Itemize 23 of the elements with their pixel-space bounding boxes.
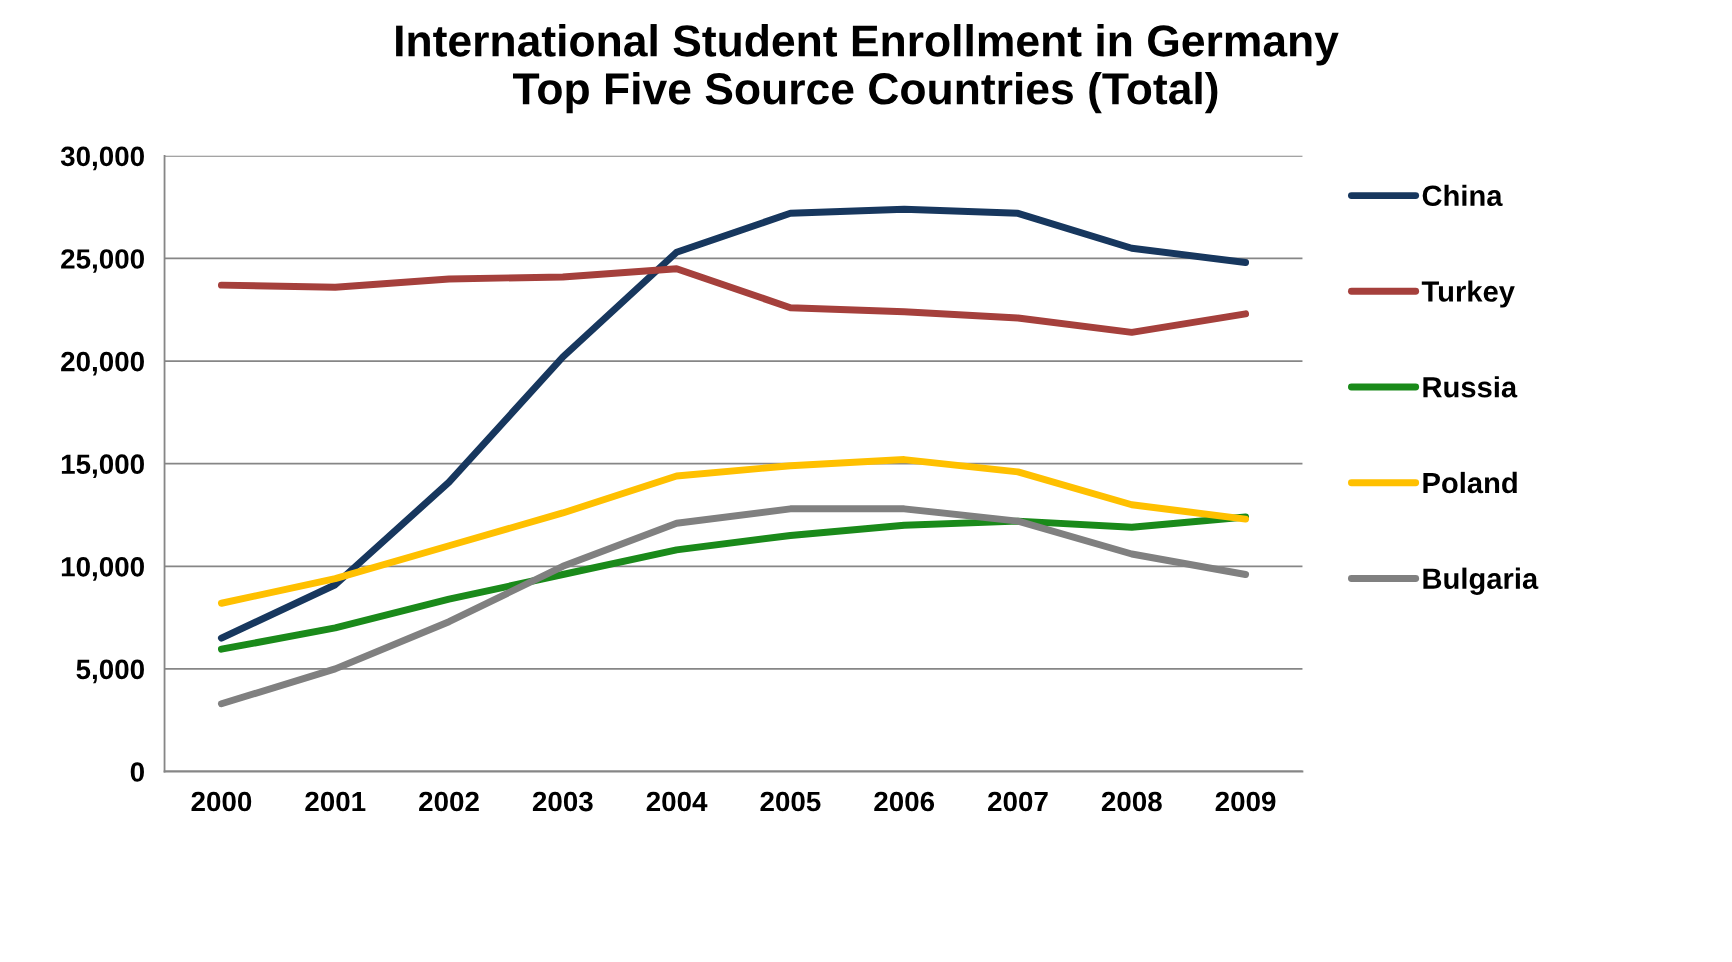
legend-label: Russia [1423, 376, 1518, 398]
y-tick-label: 25,000 [61, 249, 144, 273]
x-tick-label: 2005 [760, 791, 821, 812]
x-tick-label: 2001 [305, 791, 366, 812]
y-tick-label: 15,000 [61, 454, 144, 479]
y-tick-label: 30,000 [60, 146, 144, 171]
chart-title: International Student Enrollment in Germany Top Five Source Countries (Total) [396, 24, 1339, 114]
x-tick-label: 2007 [988, 791, 1048, 812]
y-tick-label: 0 [130, 762, 144, 782]
x-tick-label: 2003 [532, 791, 593, 812]
x-tick-label: 2008 [1101, 791, 1162, 812]
legend-label: China [1422, 184, 1503, 207]
legend-label: Poland [1423, 471, 1517, 494]
y-tick-label: 20,000 [61, 351, 144, 376]
y-tick-label: 5,000 [76, 659, 144, 684]
x-tick-label: 2002 [419, 791, 479, 812]
legend-label: Bulgaria [1423, 567, 1539, 595]
x-tick-label: 2006 [874, 791, 935, 812]
x-tick-label: 2004 [646, 791, 708, 812]
legend-label: Turkey [1421, 280, 1515, 308]
x-tick-label: 2000 [191, 791, 252, 812]
x-tick-label: 2009 [1215, 791, 1276, 812]
y-tick-label: 10,000 [61, 556, 144, 581]
